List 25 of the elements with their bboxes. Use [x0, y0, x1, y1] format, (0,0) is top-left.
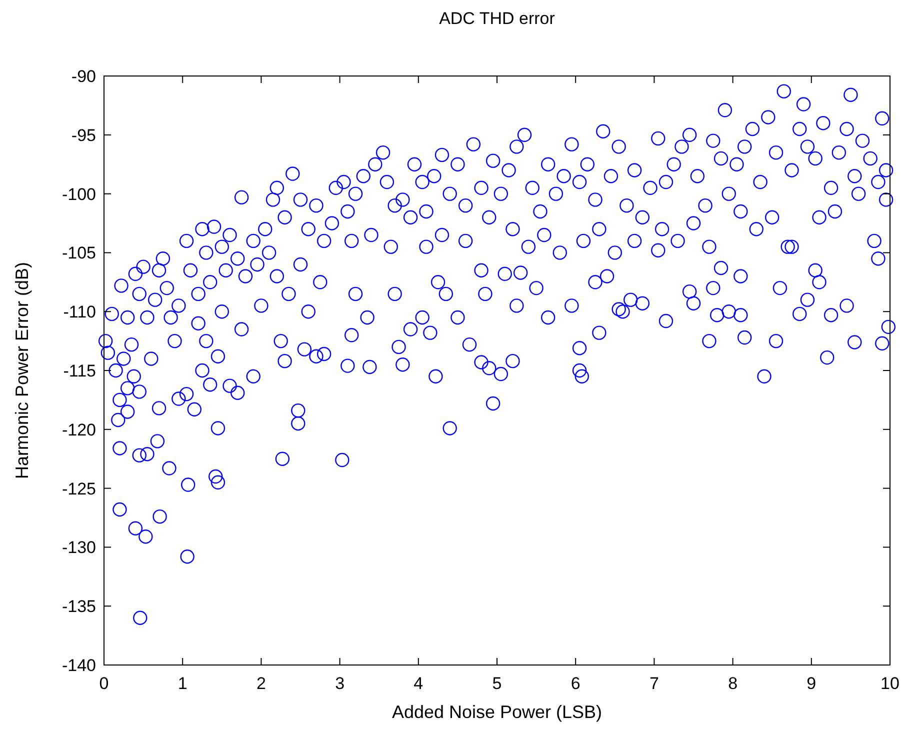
- x-tick-label: 2: [256, 674, 266, 693]
- y-tick-label: -100: [62, 184, 96, 204]
- x-tick-label: 4: [414, 674, 424, 693]
- x-tick-label: 3: [335, 674, 345, 693]
- x-tick-label: 10: [880, 674, 900, 693]
- chart-title: ADC THD error: [439, 9, 556, 28]
- x-tick-label: 9: [806, 674, 816, 693]
- y-tick-label: -125: [62, 479, 96, 498]
- y-tick-label: -135: [62, 597, 96, 616]
- x-tick-label: 0: [99, 674, 109, 693]
- x-tick-label: 1: [178, 674, 188, 693]
- y-tick-label: -130: [62, 538, 96, 558]
- y-tick-label: -120: [62, 420, 96, 440]
- x-tick-label: 7: [649, 674, 659, 693]
- y-tick-label: -95: [71, 126, 96, 145]
- x-axis-title: Added Noise Power (LSB): [392, 702, 602, 722]
- y-tick-label: -90: [71, 67, 96, 86]
- x-tick-label: 8: [728, 674, 738, 693]
- x-tick-label: 5: [492, 674, 502, 693]
- y-tick-label: -115: [63, 362, 96, 380]
- y-axis-title: Harmonic Power Error (dB): [12, 262, 32, 480]
- y-tick-label: -105: [62, 244, 96, 263]
- x-tick-label: 6: [570, 674, 580, 693]
- y-tick-label: -140: [62, 656, 96, 675]
- y-tick-label: -110: [63, 302, 96, 322]
